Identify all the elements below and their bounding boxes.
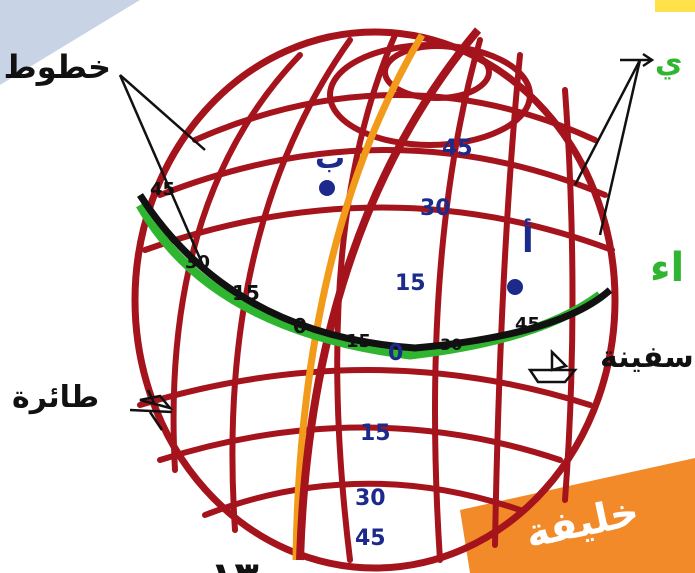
top-right-shape <box>655 0 695 12</box>
lon-30-right: 30 <box>440 335 462 354</box>
lat-45-bottom: 45 <box>355 526 386 551</box>
point-a-dot <box>507 279 523 295</box>
green-label-2: اء <box>650 245 685 291</box>
prime-meridian <box>296 27 482 561</box>
prime-meridian-highlight <box>292 33 426 561</box>
point-b-label: ب <box>315 141 345 176</box>
ship-label: سفينة <box>600 340 694 375</box>
pointer-lines <box>118 52 655 271</box>
bottom-text: ١٣ <box>210 554 259 573</box>
top-left-shape <box>0 0 140 85</box>
lon-30-left: 30 <box>185 252 210 273</box>
lat-15-bottom: 15 <box>360 421 391 446</box>
plane-icon <box>129 389 174 431</box>
green-label: ي <box>655 45 683 80</box>
longitude-lines <box>170 32 576 563</box>
lon-15-right: 15 <box>346 331 371 352</box>
lon-0: 0 <box>293 314 307 338</box>
lines-label: خطوط <box>3 48 111 86</box>
lon-45-left: 45 <box>150 179 175 200</box>
lat-30-top: 30 <box>420 196 451 221</box>
lon-15-left: 15 <box>232 281 260 305</box>
point-b-dot <box>319 180 335 196</box>
lat-30-bottom: 30 <box>355 486 386 511</box>
ship-icon <box>527 348 578 384</box>
equator-line <box>137 193 613 352</box>
lat-15-top: 15 <box>395 271 426 296</box>
point-a-label: أ <box>522 218 534 261</box>
lat-45-top: 45 <box>442 136 473 161</box>
corner-banner <box>460 458 695 573</box>
plane-label: طائرة <box>12 380 100 415</box>
lat-0: 0 <box>388 341 403 366</box>
globe-outline <box>131 28 619 572</box>
lon-45-right: 45 <box>515 314 540 335</box>
